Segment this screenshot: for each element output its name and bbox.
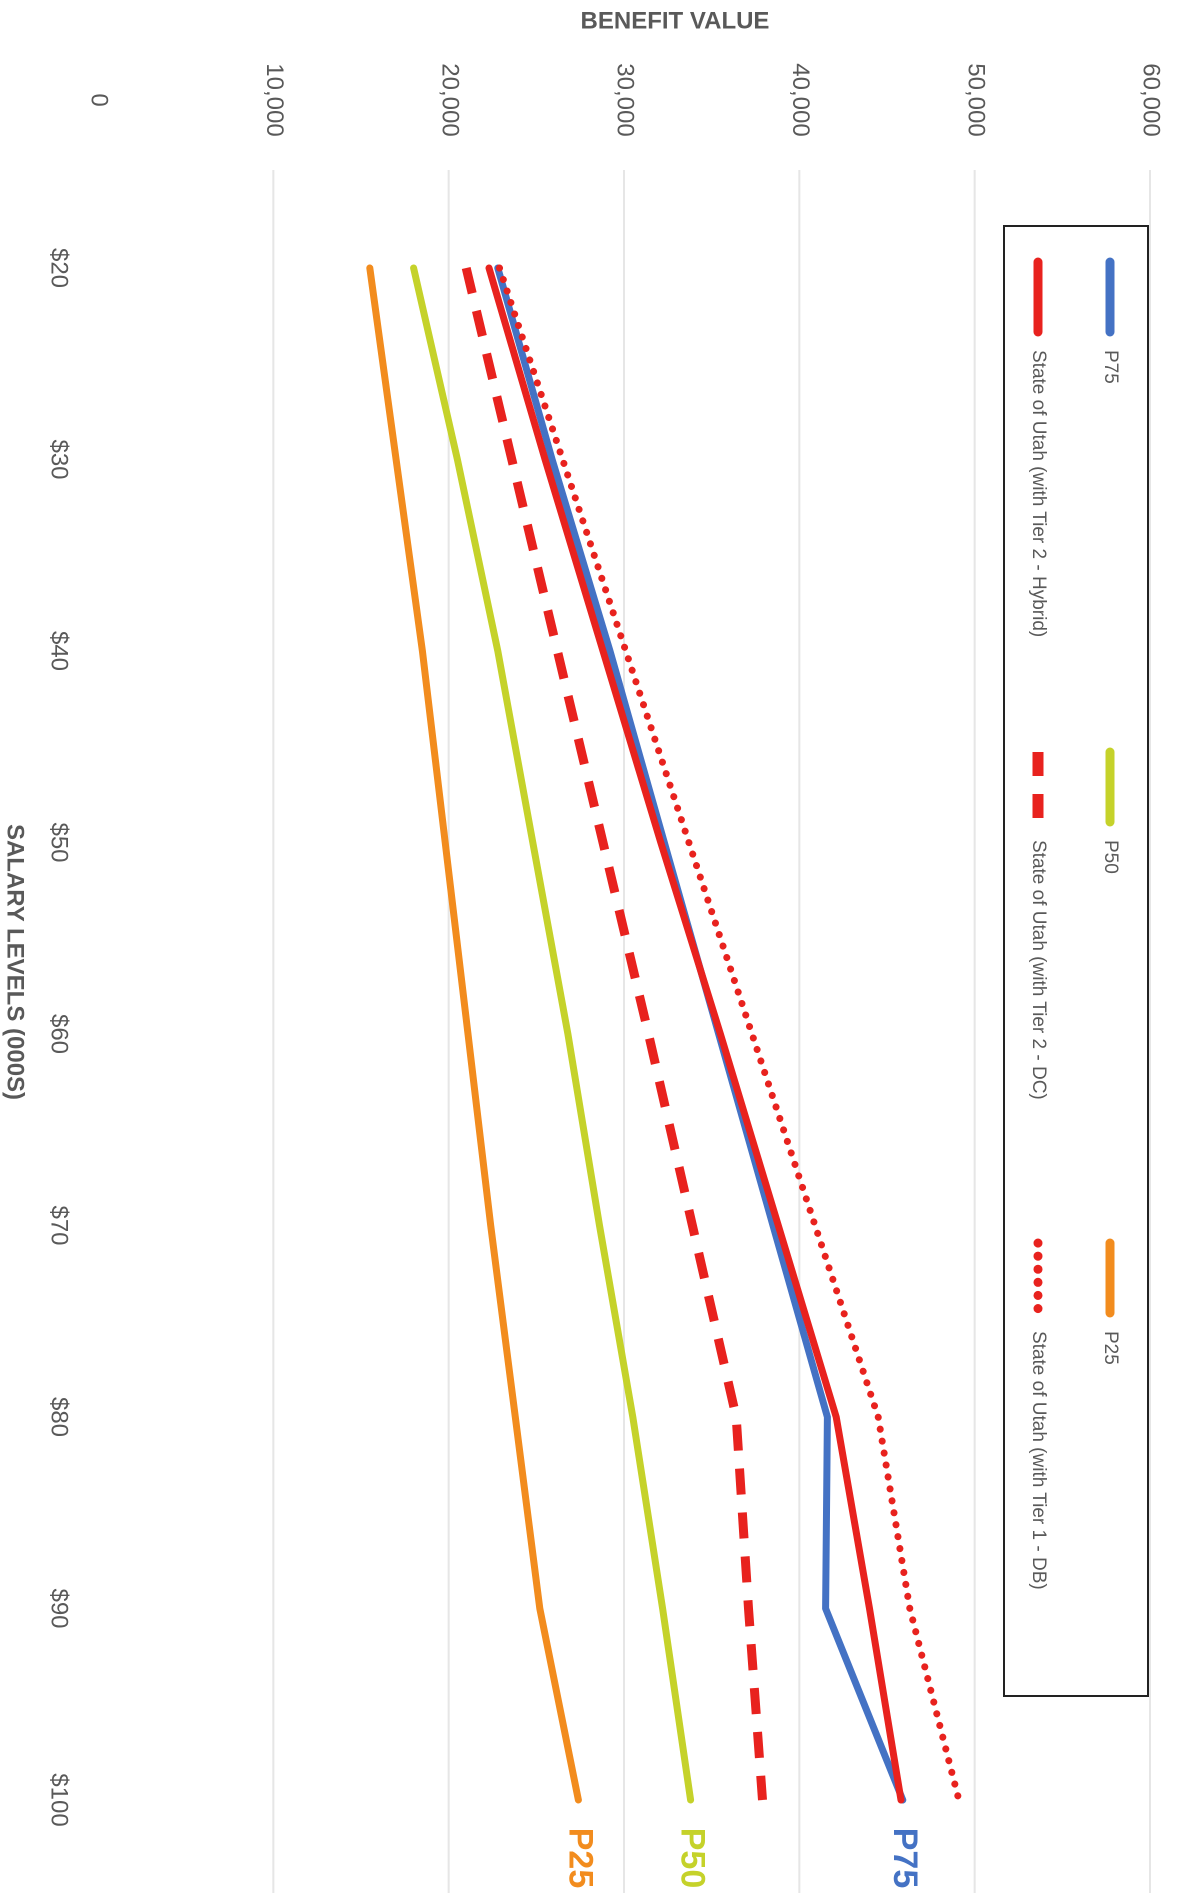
grid-layer bbox=[272, 170, 1151, 1893]
legend-box bbox=[1003, 225, 1149, 1697]
legend-label-state-of-utah-with-tier-1-db: State of Utah (with Tier 1 - DB) bbox=[1028, 1331, 1049, 1590]
category-tick-label: $50 bbox=[46, 822, 73, 862]
series-line-state-of-utah-with-tier-2-hybrid bbox=[485, 264, 905, 1804]
category-tick-label: $80 bbox=[46, 1397, 73, 1437]
value-tick-label: 60,000 bbox=[1138, 63, 1165, 136]
series-line-p25 bbox=[366, 264, 582, 1804]
category-tick-label: $40 bbox=[46, 631, 73, 671]
series-end-label-p25: P25 bbox=[561, 1828, 599, 1889]
y-axis-title: BENEFIT VALUE bbox=[581, 7, 770, 34]
category-tick-label: $90 bbox=[46, 1588, 73, 1628]
legend-label-p25: P25 bbox=[1100, 1331, 1121, 1365]
value-tick-label: 50,000 bbox=[962, 63, 989, 136]
series-line-state-of-utah-with-tier-1-db bbox=[496, 264, 963, 1804]
category-tick-label: $70 bbox=[46, 1205, 73, 1245]
value-tick-label: 40,000 bbox=[787, 63, 814, 136]
series-end-label-p75: P75 bbox=[886, 1828, 924, 1889]
series-line-p50 bbox=[410, 264, 695, 1804]
value-tick-label: 20,000 bbox=[436, 63, 463, 136]
category-tick-label: $30 bbox=[46, 439, 73, 479]
value-tick-label: 10,000 bbox=[261, 63, 288, 136]
series-layer bbox=[366, 264, 963, 1804]
category-tick-label: $100 bbox=[46, 1773, 73, 1826]
legend-label-p75: P75 bbox=[1100, 350, 1121, 384]
series-end-label-p50: P50 bbox=[674, 1828, 712, 1889]
category-tick-label: $60 bbox=[46, 1014, 73, 1054]
legend-label-state-of-utah-with-tier-2-dc: State of Utah (with Tier 2 - DC) bbox=[1028, 840, 1049, 1100]
x-axis-title: SALARY LEVELS (000S) bbox=[2, 824, 29, 1100]
legend-label-p50: P50 bbox=[1100, 840, 1121, 874]
legend-label-state-of-utah-with-tier-2-hybrid: State of Utah (with Tier 2 - Hybrid) bbox=[1028, 350, 1049, 637]
legend-layer: P75 P50 P25 State of Utah (with Tier 2 - Hy… bbox=[1003, 225, 1149, 1697]
value-tick-label: 30,000 bbox=[612, 63, 639, 136]
category-tick-label: $20 bbox=[46, 248, 73, 288]
value-tick-label: 0 bbox=[86, 93, 113, 106]
label-layer: 0 10,000 20,000 30,000 40,000 50,000 60,000 $20… bbox=[2, 7, 1165, 1888]
